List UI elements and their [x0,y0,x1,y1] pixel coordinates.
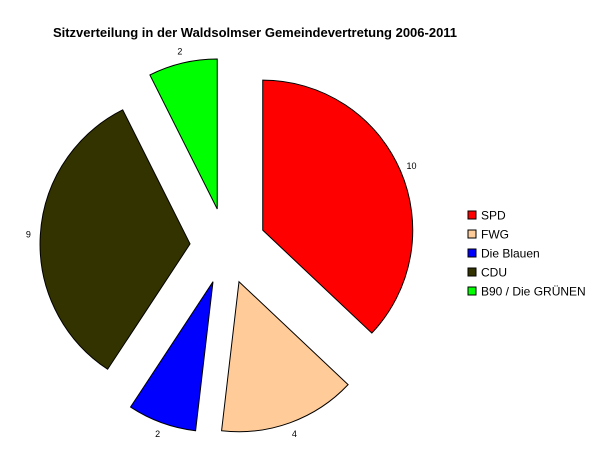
legend-swatch-fwg [467,229,477,239]
pie-slice-b90-die-gruenen [149,58,218,210]
legend-swatch-b90-die-gruenen [467,286,477,296]
data-label-spd: 10 [406,161,416,171]
legend-label-fwg: FWG [481,228,509,242]
chart-title: Sitzverteilung in der Waldsolmser Gemein… [53,25,457,40]
data-label-cdu: 9 [26,229,31,239]
legend-label-cdu: CDU [481,266,507,280]
data-label-die-blauen: 2 [155,429,160,439]
legend-swatch-die-blauen [467,248,477,258]
pie-slice-fwg [221,280,349,433]
legend-item-die-blauen: Die Blauen [467,247,540,261]
legend-swatch-cdu [467,267,477,277]
pie-slice-die-blauen [129,281,214,432]
pie-slice-cdu [39,109,191,370]
data-labels: 10 4 2 9 2 [26,46,417,439]
legend-item-spd: SPD [467,209,506,223]
legend-swatch-spd [467,210,477,220]
pie-slices [39,58,414,433]
legend: SPD FWG Die Blauen CDU B90 / Die GRÜNEN [467,209,586,299]
legend-label-die-blauen: Die Blauen [481,247,540,261]
legend-item-fwg: FWG [467,228,509,242]
legend-item-b90-die-gruenen: B90 / Die GRÜNEN [467,285,586,299]
pie-slice-spd [262,79,414,334]
data-label-b90-die-gruenen: 2 [177,46,182,56]
legend-label-b90-die-gruenen: B90 / Die GRÜNEN [481,285,586,299]
legend-item-cdu: CDU [467,266,507,280]
legend-label-spd: SPD [481,209,506,223]
data-label-fwg: 4 [292,429,297,439]
